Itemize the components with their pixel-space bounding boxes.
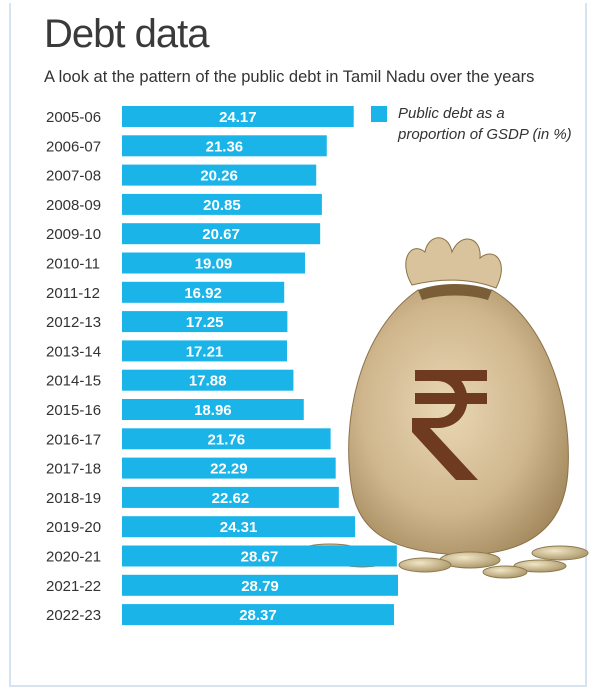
bar-value-label: 24.17 xyxy=(219,109,257,126)
bar-value-label: 17.21 xyxy=(186,343,224,360)
bar-value-label: 19.09 xyxy=(195,256,233,273)
category-label: 2008-09 xyxy=(46,197,101,214)
chart-title: Debt data xyxy=(44,12,209,56)
legend-label: Public debt as a proportion of GSDP (in … xyxy=(398,105,572,143)
category-label: 2010-11 xyxy=(46,256,100,273)
category-label: 2020-21 xyxy=(46,549,101,566)
bar-value-label: 21.76 xyxy=(208,431,246,448)
category-label: 2015-16 xyxy=(46,402,101,419)
bar xyxy=(122,604,394,626)
bar-value-label: 20.67 xyxy=(202,226,240,243)
category-label: 2006-07 xyxy=(46,138,101,155)
bar xyxy=(122,369,294,391)
bar xyxy=(122,135,327,157)
bar-value-label: 28.37 xyxy=(239,607,277,624)
bar xyxy=(122,486,339,508)
bar-value-label: 24.31 xyxy=(220,519,258,536)
category-label: 2017-18 xyxy=(46,461,101,478)
category-label: 2021-22 xyxy=(46,578,101,595)
bar xyxy=(122,106,354,127)
bar xyxy=(122,399,304,420)
category-label: 2018-19 xyxy=(46,490,101,507)
bar xyxy=(122,428,331,450)
category-label: 2019-20 xyxy=(46,519,101,536)
bar-value-label: 28.79 xyxy=(241,578,279,595)
bar xyxy=(122,574,398,596)
category-label: 2016-17 xyxy=(46,431,101,448)
category-label: 2012-13 xyxy=(46,314,101,331)
bar xyxy=(122,457,336,479)
category-label: 2007-08 xyxy=(46,168,101,185)
bar-value-label: 22.29 xyxy=(210,461,248,478)
category-label: 2013-14 xyxy=(46,343,101,360)
category-label: 2011-12 xyxy=(46,285,100,302)
bar-value-label: 17.25 xyxy=(186,314,224,331)
category-label: 2009-10 xyxy=(46,226,101,243)
bar xyxy=(122,281,285,303)
bar-value-label: 21.36 xyxy=(206,138,244,155)
bar xyxy=(122,311,288,333)
bar xyxy=(122,252,306,274)
bar xyxy=(122,193,322,215)
legend-swatch xyxy=(371,106,387,122)
bar-value-label: 17.88 xyxy=(189,373,227,390)
chart-frame xyxy=(9,3,587,687)
bar-value-label: 20.26 xyxy=(200,168,238,185)
category-label: 2014-15 xyxy=(46,373,101,390)
bar-value-label: 18.96 xyxy=(194,402,232,419)
bar xyxy=(122,545,397,567)
category-label: 2005-06 xyxy=(46,109,101,126)
bar-value-label: 16.92 xyxy=(184,285,222,302)
category-label: 2022-23 xyxy=(46,607,101,624)
bar-value-label: 20.85 xyxy=(203,197,241,214)
bar-value-label: 22.62 xyxy=(212,490,250,507)
bar xyxy=(122,223,321,245)
bar xyxy=(122,164,317,186)
chart-subtitle: A look at the pattern of the public debt… xyxy=(44,68,535,86)
bar xyxy=(122,516,356,538)
bar xyxy=(122,340,287,362)
bar-value-label: 28.67 xyxy=(241,549,279,566)
